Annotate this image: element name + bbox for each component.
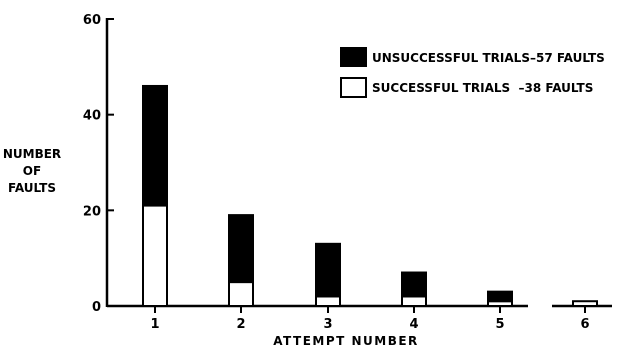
x-axis-title: ATTEMPT NUMBER bbox=[273, 334, 419, 348]
x-tick-label: 4 bbox=[409, 317, 418, 332]
legend: UNSUCCESSFUL TRIALS–57 FAULTS SUCCESSFUL… bbox=[340, 47, 605, 98]
y-ticks: 0 20 40 60 bbox=[83, 13, 114, 315]
y-axis-title-line-2: OF bbox=[23, 164, 41, 178]
bar-unsuccessful-3 bbox=[315, 242, 341, 298]
x-tick-label: 1 bbox=[150, 317, 159, 332]
bar-unsuccessful-1 bbox=[142, 84, 168, 207]
x-tick-label: 6 bbox=[580, 317, 589, 332]
legend-swatch-unsuccessful bbox=[340, 47, 367, 67]
y-tick-label: 40 bbox=[83, 109, 101, 124]
bar-successful-1 bbox=[142, 204, 168, 307]
y-axis-title-line-3: FAULTS bbox=[8, 181, 56, 195]
bar-successful-4 bbox=[401, 295, 427, 307]
y-tick-label: 0 bbox=[92, 300, 101, 315]
x-tick-label: 5 bbox=[495, 317, 504, 332]
y-axis-title-line-1: NUMBER bbox=[3, 147, 61, 161]
legend-label-successful: SUCCESSFUL TRIALS –38 FAULTS bbox=[372, 81, 593, 95]
x-tick-label: 2 bbox=[236, 317, 245, 332]
bar-successful-2 bbox=[228, 281, 254, 308]
x-ticks: 1 2 3 4 5 6 bbox=[150, 306, 590, 332]
bar-successful-3 bbox=[315, 295, 341, 307]
x-tick-label: 3 bbox=[323, 317, 332, 332]
y-tick-label: 20 bbox=[83, 204, 101, 219]
legend-label-unsuccessful: UNSUCCESSFUL TRIALS–57 FAULTS bbox=[372, 51, 605, 65]
y-tick-label: 60 bbox=[83, 13, 101, 28]
bar-successful-6 bbox=[572, 300, 598, 308]
bar-unsuccessful-5 bbox=[487, 290, 513, 303]
legend-swatch-successful bbox=[340, 77, 367, 98]
bar-unsuccessful-4 bbox=[401, 271, 427, 298]
bar-unsuccessful-2 bbox=[228, 214, 254, 284]
bars bbox=[142, 84, 598, 308]
